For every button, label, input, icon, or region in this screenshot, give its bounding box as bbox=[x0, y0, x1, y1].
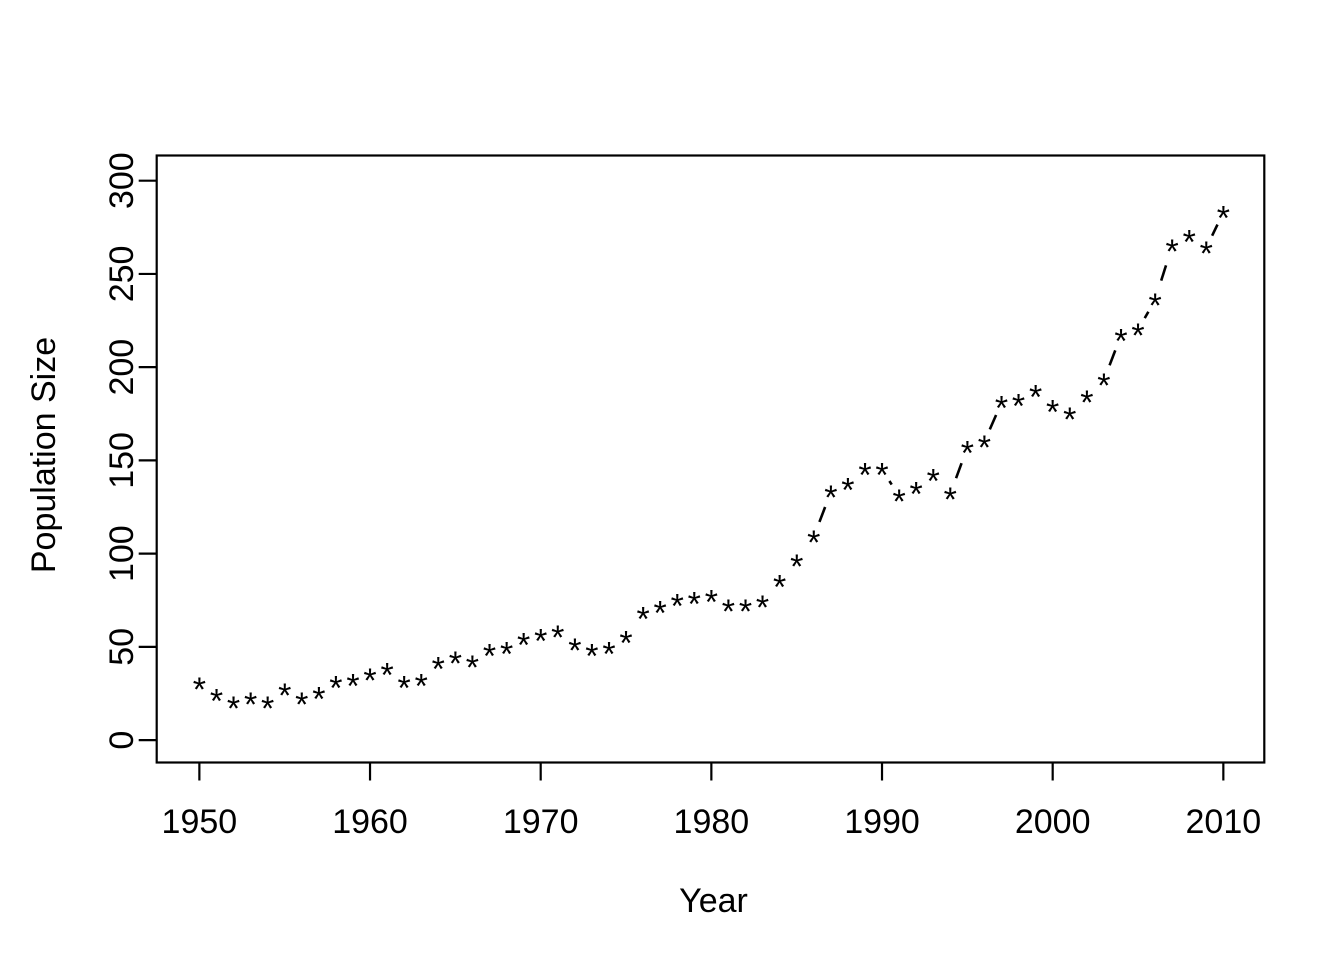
data-point-marker: * bbox=[790, 548, 803, 586]
data-point-marker: * bbox=[466, 649, 479, 687]
series-dash-segment bbox=[1108, 349, 1117, 366]
y-axis-title: Population Size bbox=[25, 337, 63, 573]
data-point-marker: * bbox=[261, 690, 274, 728]
y-axis-tick-label: 150 bbox=[103, 432, 141, 489]
data-point-marker: * bbox=[568, 632, 581, 670]
data-point-marker: * bbox=[858, 457, 871, 495]
data-point-marker: * bbox=[756, 589, 769, 627]
data-point-marker: * bbox=[671, 587, 684, 625]
series-dash-segment bbox=[1159, 264, 1168, 282]
series-dash-segment bbox=[954, 462, 963, 479]
data-point-marker: * bbox=[910, 475, 923, 513]
data-point-marker: * bbox=[1217, 199, 1230, 237]
data-point-marker: * bbox=[739, 593, 752, 631]
y-axis-tick-label: 200 bbox=[103, 339, 141, 396]
data-point-marker: * bbox=[227, 690, 240, 728]
y-axis-tick-label: 300 bbox=[103, 152, 141, 209]
x-axis-tick-label: 2000 bbox=[1015, 803, 1091, 841]
data-point-marker: * bbox=[449, 645, 462, 683]
x-axis-tick-label: 1980 bbox=[674, 803, 750, 841]
data-point-marker: * bbox=[380, 656, 393, 694]
x-axis-tick-label: 2010 bbox=[1186, 803, 1262, 841]
data-point-marker: * bbox=[312, 681, 325, 719]
data-point-marker: * bbox=[295, 686, 308, 724]
x-axis-title: Year bbox=[679, 882, 748, 920]
series-dash-segment bbox=[988, 414, 998, 430]
data-point-marker: * bbox=[1131, 317, 1144, 355]
y-axis-tick-label: 50 bbox=[103, 628, 141, 666]
data-point-marker: * bbox=[517, 626, 530, 664]
data-point-marker: * bbox=[1183, 224, 1196, 262]
series-dash-segment bbox=[818, 506, 827, 523]
data-point-marker: * bbox=[773, 569, 786, 607]
x-axis-tick-label: 1990 bbox=[844, 803, 920, 841]
data-point-marker: * bbox=[927, 462, 940, 500]
data-point-marker: * bbox=[500, 636, 513, 674]
series-dash-segment bbox=[888, 480, 893, 486]
data-point-marker: * bbox=[551, 619, 564, 657]
data-point-marker: * bbox=[961, 434, 974, 472]
data-point-marker: * bbox=[722, 593, 735, 631]
data-point-marker: * bbox=[636, 600, 649, 638]
data-point-marker: * bbox=[892, 483, 905, 521]
y-axis-tick-label: 100 bbox=[103, 525, 141, 582]
data-point-marker: * bbox=[688, 585, 701, 623]
x-axis-tick-label: 1950 bbox=[162, 803, 238, 841]
data-point-marker: * bbox=[585, 638, 598, 676]
x-axis-tick-label: 1970 bbox=[503, 803, 579, 841]
data-point-marker: * bbox=[978, 429, 991, 467]
data-point-marker: * bbox=[875, 457, 888, 495]
data-point-marker: * bbox=[415, 667, 428, 705]
data-point-marker: * bbox=[363, 662, 376, 700]
data-point-marker: * bbox=[1046, 393, 1059, 431]
data-point-marker: * bbox=[824, 479, 837, 517]
data-point-marker: * bbox=[602, 636, 615, 674]
data-point-marker: * bbox=[1012, 388, 1025, 426]
data-point-marker: * bbox=[329, 669, 342, 707]
data-point-marker: * bbox=[1166, 233, 1179, 271]
series-dash-segment bbox=[1143, 311, 1150, 319]
data-point-marker: * bbox=[807, 524, 820, 562]
data-point-marker: * bbox=[944, 481, 957, 519]
plot-frame bbox=[155, 154, 1266, 764]
data-point-marker: * bbox=[193, 671, 206, 709]
data-point-marker: * bbox=[346, 667, 359, 705]
data-point-marker: * bbox=[210, 682, 223, 720]
y-axis-tick-label: 0 bbox=[103, 731, 141, 750]
x-axis-tick-label: 1960 bbox=[332, 803, 408, 841]
data-point-marker: * bbox=[1063, 401, 1076, 439]
data-point-marker: * bbox=[1200, 235, 1213, 273]
data-point-marker: * bbox=[841, 472, 854, 510]
data-point-marker: * bbox=[1097, 367, 1110, 405]
data-point-marker: * bbox=[483, 638, 496, 676]
y-axis-tick-label: 250 bbox=[103, 246, 141, 303]
data-point-marker: * bbox=[705, 584, 718, 622]
data-point-marker: * bbox=[278, 677, 291, 715]
data-point-marker: * bbox=[654, 595, 667, 633]
data-point-marker: * bbox=[244, 686, 257, 724]
data-point-marker: * bbox=[995, 390, 1008, 428]
data-point-marker: * bbox=[432, 651, 445, 689]
data-point-marker: * bbox=[1148, 287, 1161, 325]
series-dash-segment bbox=[1210, 223, 1219, 237]
data-point-marker: * bbox=[1080, 384, 1093, 422]
data-point-marker: * bbox=[619, 625, 632, 663]
data-point-marker: * bbox=[1114, 322, 1127, 360]
data-point-marker: * bbox=[534, 623, 547, 661]
data-point-marker: * bbox=[398, 669, 411, 707]
data-point-marker: * bbox=[1029, 378, 1042, 416]
